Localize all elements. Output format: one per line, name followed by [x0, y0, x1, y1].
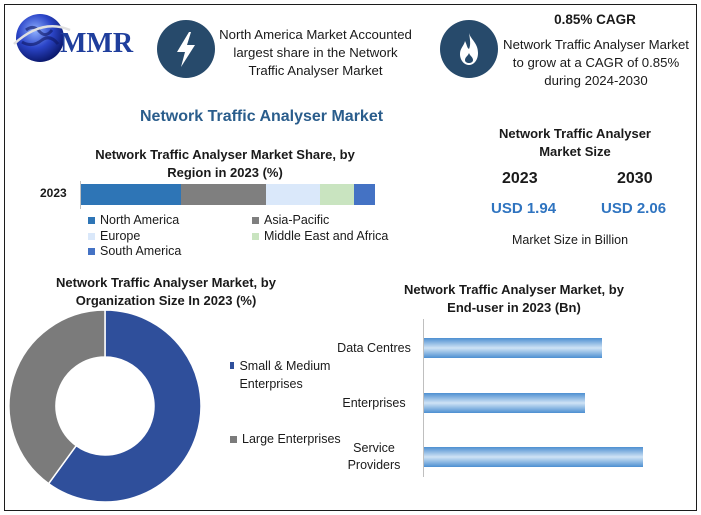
donut-slice-large-enterprises — [8, 309, 106, 485]
enduser-axis-line — [423, 319, 424, 477]
region-bar-segment-asia-pacific — [181, 184, 266, 205]
market-size-title: Network Traffic Analyser Market Size — [499, 126, 651, 159]
market-size-value-2023: USD 1.94 — [491, 200, 557, 217]
region-stacked-bar — [81, 184, 375, 205]
legend-sme: Small & Medium Enterprises — [230, 357, 340, 393]
main-title: Network Traffic Analyser Market — [140, 108, 384, 125]
cagr-title: 0.85% CAGR — [554, 12, 636, 27]
enduser-chart-title: Network Traffic Analyser Market, by End-… — [404, 282, 624, 315]
legend-swatch — [252, 216, 259, 224]
market-size-value-2030: USD 2.06 — [601, 200, 667, 217]
mmr-logo: MMR — [12, 8, 142, 70]
flame-icon — [440, 20, 498, 78]
region-bar-segment-south-america — [353, 184, 375, 205]
legend-label: Small & Medium Enterprises — [239, 359, 331, 391]
market-size-year-2023: 2023 — [502, 170, 538, 187]
region-bar-segment-middle-east-and-africa — [320, 184, 354, 205]
legend-label: North America — [100, 213, 180, 227]
market-size-unit-note: Market Size in Billion — [512, 233, 629, 247]
legend-label: Asia-Pacific — [264, 213, 330, 227]
region-year-label: 2023 — [40, 186, 67, 200]
legend-asia-pacific: Asia-Pacific — [252, 213, 329, 227]
region-bar-segment-north-america — [81, 184, 182, 205]
legend-label: Middle East and Africa — [264, 229, 389, 243]
legend-swatch — [88, 232, 95, 240]
legend-north-america: North America — [88, 213, 179, 227]
legend-large-enterprises: Large Enterprises — [230, 432, 341, 446]
highlight-text: North America Market Accounted largest s… — [219, 27, 412, 78]
legend-label: Large Enterprises — [242, 432, 341, 446]
infographic-frame — [4, 4, 697, 511]
org-donut-chart — [8, 309, 202, 503]
region-chart-title: Network Traffic Analyser Market Share, b… — [95, 147, 355, 180]
legend-swatch — [88, 247, 95, 255]
market-size-year-2030: 2030 — [617, 170, 653, 187]
legend-europe: Europe — [88, 229, 140, 243]
cagr-text: Network Traffic Analyser Market to grow … — [503, 37, 689, 88]
legend-swatch — [230, 362, 235, 369]
legend-middle-east-africa: Middle East and Africa — [252, 229, 388, 243]
region-bar-segment-europe — [265, 184, 321, 205]
legend-label: South America — [100, 244, 182, 258]
region-axis-line — [80, 181, 81, 209]
legend-swatch — [88, 216, 95, 224]
legend-label: Europe — [100, 229, 141, 243]
logo-text: MMR — [60, 28, 134, 59]
lightning-icon — [157, 20, 215, 78]
legend-swatch — [230, 435, 237, 443]
org-chart-title: Network Traffic Analyser Market, by Orga… — [56, 275, 276, 308]
donut-slice-small-medium-enterprises — [47, 309, 202, 503]
globe-icon — [13, 14, 71, 62]
legend-swatch — [252, 232, 259, 240]
legend-south-america: South America — [88, 244, 181, 258]
